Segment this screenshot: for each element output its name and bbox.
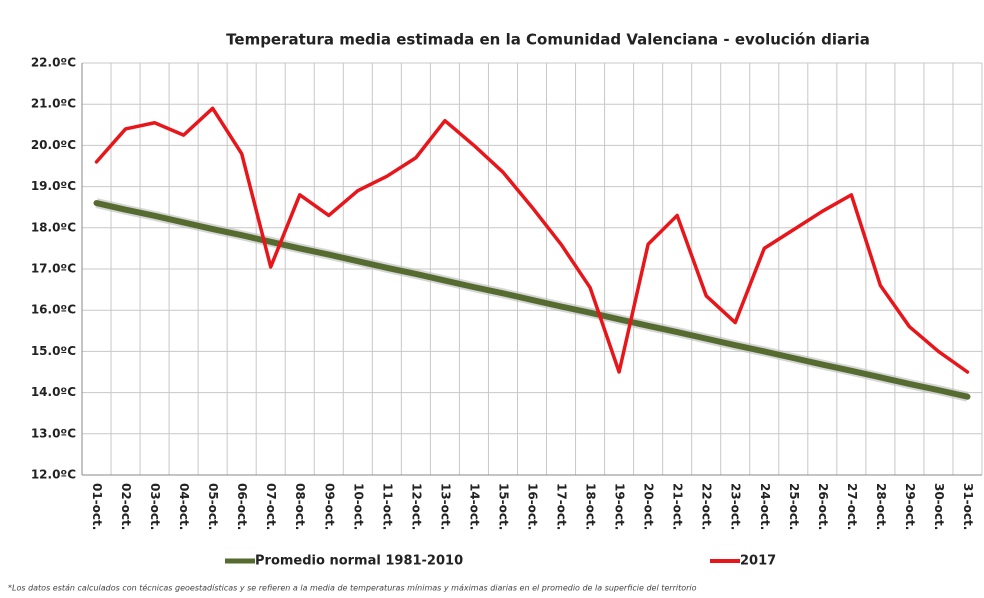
x-tick-label: 13-oct.: [438, 483, 452, 530]
x-tick-label: 16-oct.: [526, 483, 540, 530]
x-tick-label: 04-oct.: [177, 483, 191, 530]
x-tick-label: 10-oct.: [351, 483, 365, 530]
chart-title: Temperatura media estimada en la Comunid…: [226, 31, 870, 49]
y-tick-label: 16.0ºC: [31, 303, 76, 317]
y-tick-label: 12.0ºC: [31, 468, 76, 482]
x-tick-label: 14-oct.: [467, 483, 481, 530]
x-tick-label: 22-oct.: [700, 483, 714, 530]
y-tick-label: 15.0ºC: [31, 344, 76, 358]
x-tick-label: 20-oct.: [642, 483, 656, 530]
x-tick-label: 09-oct.: [322, 483, 336, 530]
x-tick-label: 31-oct.: [961, 483, 975, 530]
series-line: [93, 200, 971, 400]
series-line: [94, 106, 970, 374]
x-tick-label: 02-oct.: [119, 483, 133, 530]
x-tick-label: 05-oct.: [206, 483, 220, 530]
footnote: *Los datos están calculados con técnicas…: [8, 583, 697, 593]
x-tick-label: 26-oct.: [816, 483, 830, 530]
x-tick-label: 19-oct.: [613, 483, 627, 530]
x-tick-label: 18-oct.: [584, 483, 598, 530]
y-tick-label: 20.0ºC: [31, 138, 76, 152]
x-tick-label: 15-oct.: [496, 483, 510, 530]
x-tick-label: 07-oct.: [264, 483, 278, 530]
x-tick-label: 11-oct.: [380, 483, 394, 530]
x-tick-label: 21-oct.: [671, 483, 685, 530]
x-tick-label: 08-oct.: [293, 483, 307, 530]
x-tick-label: 29-oct.: [903, 483, 917, 530]
y-tick-label: 21.0ºC: [31, 97, 76, 111]
legend-label: 2017: [740, 554, 776, 569]
y-tick-label: 18.0ºC: [31, 220, 76, 234]
x-tick-label: 03-oct.: [148, 483, 162, 530]
y-tick-label: 22.0ºC: [31, 56, 76, 70]
y-tick-label: 19.0ºC: [31, 179, 76, 193]
y-tick-label: 13.0ºC: [31, 426, 76, 440]
y-tick-label: 14.0ºC: [31, 385, 76, 399]
y-tick-label: 17.0ºC: [31, 262, 76, 276]
x-tick-label: 01-oct.: [90, 483, 104, 530]
x-tick-label: 28-oct.: [874, 483, 888, 530]
legend-label: Promedio normal 1981-2010: [255, 554, 463, 569]
x-tick-label: 27-oct.: [845, 483, 859, 530]
x-tick-label: 24-oct.: [758, 483, 772, 530]
x-tick-label: 23-oct.: [729, 483, 743, 530]
x-tick-label: 17-oct.: [555, 483, 569, 530]
x-tick-label: 06-oct.: [235, 483, 249, 530]
x-tick-label: 25-oct.: [787, 483, 801, 530]
x-tick-label: 12-oct.: [409, 483, 423, 530]
x-tick-label: 30-oct.: [932, 483, 946, 530]
